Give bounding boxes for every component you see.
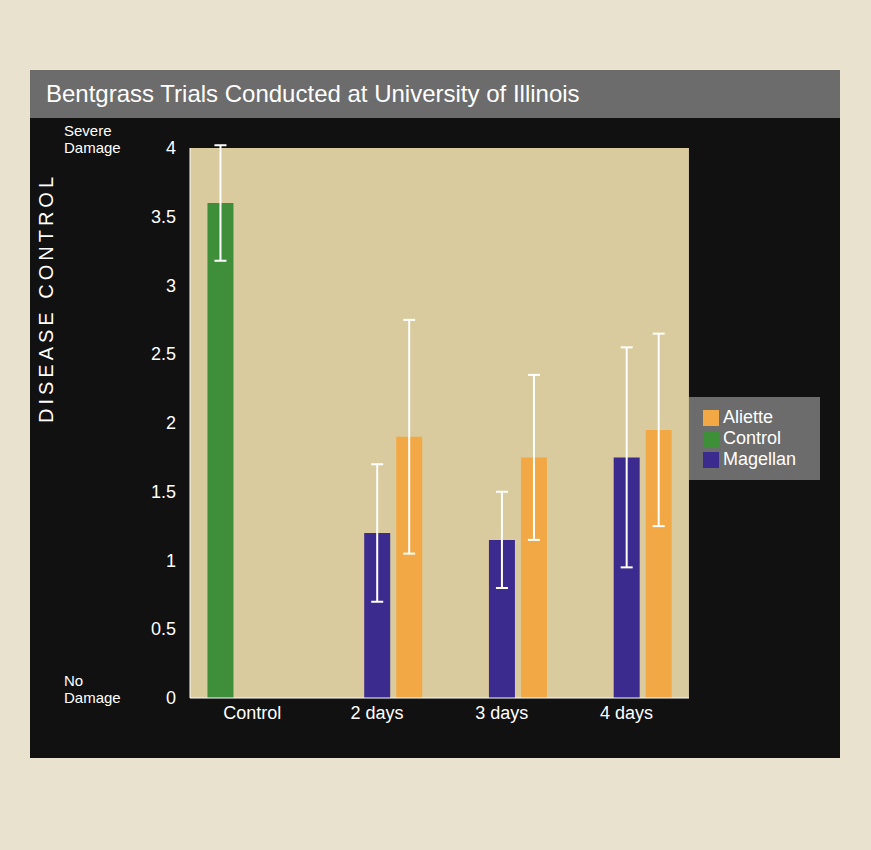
svg-text:3.5: 3.5 [151,207,176,227]
html-text:Aliette: Aliette [723,406,773,427]
svg-text:0: 0 [166,688,176,708]
svg-text:Control: Control [223,703,281,723]
svg-text:2: 2 [166,413,176,433]
svg-text:1.5: 1.5 [151,482,176,502]
svg-text:DISEASE CONTROL: DISEASE CONTROL [35,173,57,423]
html-text:Magellan: Magellan [723,448,796,469]
svg-text:4: 4 [166,138,176,158]
svg-text:2 days: 2 days [351,703,404,723]
svg-text:3: 3 [166,276,176,296]
svg-text:1: 1 [166,551,176,571]
svg-text:0.5: 0.5 [151,619,176,639]
svg-text:SevereDamage: SevereDamage [64,122,121,156]
svg-text:4 days: 4 days [600,703,653,723]
svg-text:2.5: 2.5 [151,344,176,364]
svg-text:NoDamage: NoDamage [64,672,121,706]
html-text:Bentgrass Trials Conducted at: Bentgrass Trials Conducted at University… [46,80,580,107]
svg-text:3 days: 3 days [475,703,528,723]
html-text:Control: Control [723,427,781,448]
